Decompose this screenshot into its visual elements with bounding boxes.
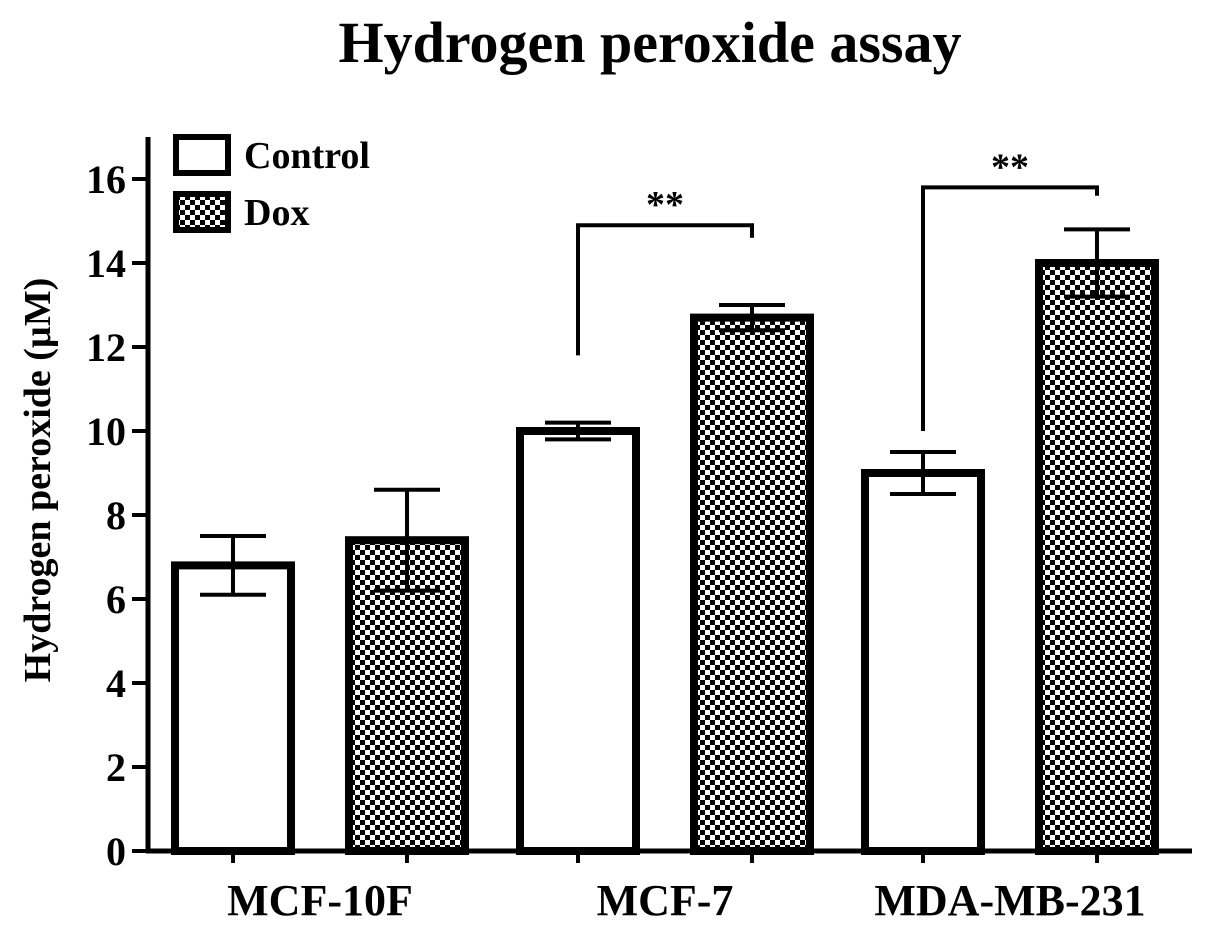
y-tick-label: 0 [106,829,126,874]
y-tick-label: 6 [106,577,126,622]
legend-swatch-control [173,134,231,176]
y-tick-label: 8 [106,493,126,538]
legend-label-control: Control [244,135,370,177]
bar-control [861,469,985,855]
x-tick-label: MCF-7 [597,876,734,925]
y-tick-label: 4 [106,661,126,706]
significance-label: ** [646,184,684,226]
y-axis-label: Hydrogen peroxide (µM) [17,278,59,683]
bar-dox [1035,259,1159,855]
y-tick-label: 14 [86,241,126,286]
x-tick-label: MCF-10F [227,876,413,925]
legend-label-dox: Dox [244,192,309,234]
y-tick-label: 10 [86,409,126,454]
chart-title: Hydrogen peroxide assay [338,10,961,75]
y-tick-label: 2 [106,745,126,790]
legend-swatch-dox [173,191,231,233]
y-tick-label: 12 [86,325,126,370]
significance-label: ** [991,146,1029,188]
bar-control [171,561,295,856]
bar-dox [690,313,814,856]
significance-bracket [921,185,1099,431]
bar-control [516,427,640,855]
significance-bracket [576,223,754,356]
x-tick-label: MDA-MB-231 [874,876,1145,925]
y-tick-label: 16 [86,157,126,202]
plot-area: 0 2 4 6 8 10 12 14 16 MCF-10F MCF-7 MDA-MB-231 ** ** C… [86,134,1192,925]
